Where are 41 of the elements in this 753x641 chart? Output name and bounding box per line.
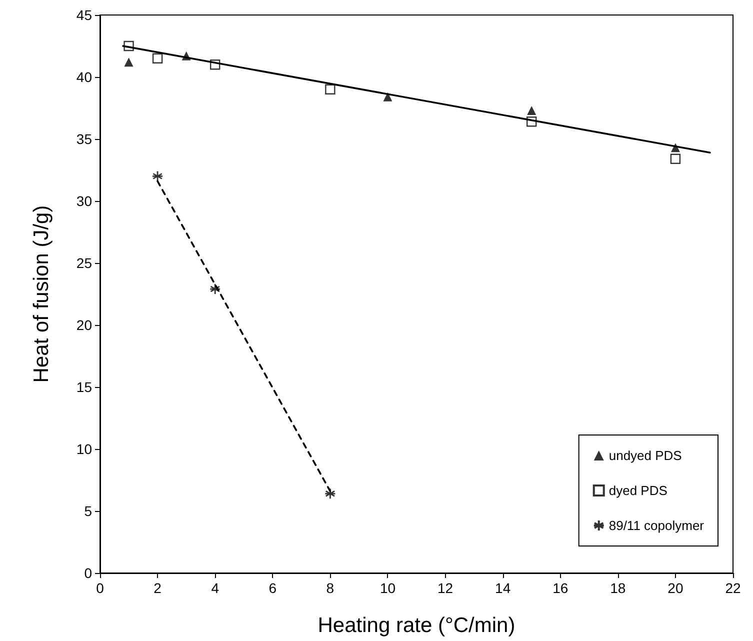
point xyxy=(152,170,164,182)
point xyxy=(209,283,221,295)
x-tick-label: 2 xyxy=(154,580,162,596)
legend-label: dyed PDS xyxy=(608,483,668,498)
x-tick-label: 0 xyxy=(96,580,104,596)
point xyxy=(124,40,134,52)
y-tick-label: 35 xyxy=(76,131,92,147)
point xyxy=(124,58,134,67)
point xyxy=(526,116,537,127)
legend-label: undyed PDS xyxy=(608,448,682,463)
y-tick-label: 15 xyxy=(76,379,92,395)
x-axis-title: Heating rate (°C/min) xyxy=(318,614,516,637)
legend-label: 89/11 copolymer xyxy=(608,518,705,533)
x-tick-label: 18 xyxy=(610,580,626,596)
point xyxy=(670,154,681,164)
point xyxy=(325,84,336,94)
y-axis-title: Heat of fusion (J/g) xyxy=(30,205,53,383)
point xyxy=(324,488,336,500)
x-tick-label: 4 xyxy=(211,580,220,596)
x-tick-label: 20 xyxy=(668,580,684,596)
x-tick-label: 22 xyxy=(725,580,741,596)
y-tick-label: 5 xyxy=(84,503,92,519)
y-tick-label: 40 xyxy=(76,69,92,85)
y-tick-label: 0 xyxy=(84,565,92,581)
y-tick-label: 10 xyxy=(76,441,92,457)
point xyxy=(383,92,392,102)
point xyxy=(152,53,163,64)
y-tick-label: 45 xyxy=(76,7,92,23)
point xyxy=(527,106,536,115)
point xyxy=(182,51,191,60)
x-tick-label: 14 xyxy=(495,580,511,596)
y-tick-label: 25 xyxy=(76,255,92,271)
point xyxy=(210,60,220,70)
point xyxy=(670,143,680,152)
x-tick-label: 12 xyxy=(437,580,454,596)
x-tick-label: 10 xyxy=(380,580,396,596)
x-tick-label: 6 xyxy=(268,580,277,596)
y-tick-label: 20 xyxy=(76,317,92,333)
x-tick-label: 16 xyxy=(552,580,568,596)
y-tick-label: 30 xyxy=(76,193,92,209)
x-tick-label: 8 xyxy=(326,580,334,596)
